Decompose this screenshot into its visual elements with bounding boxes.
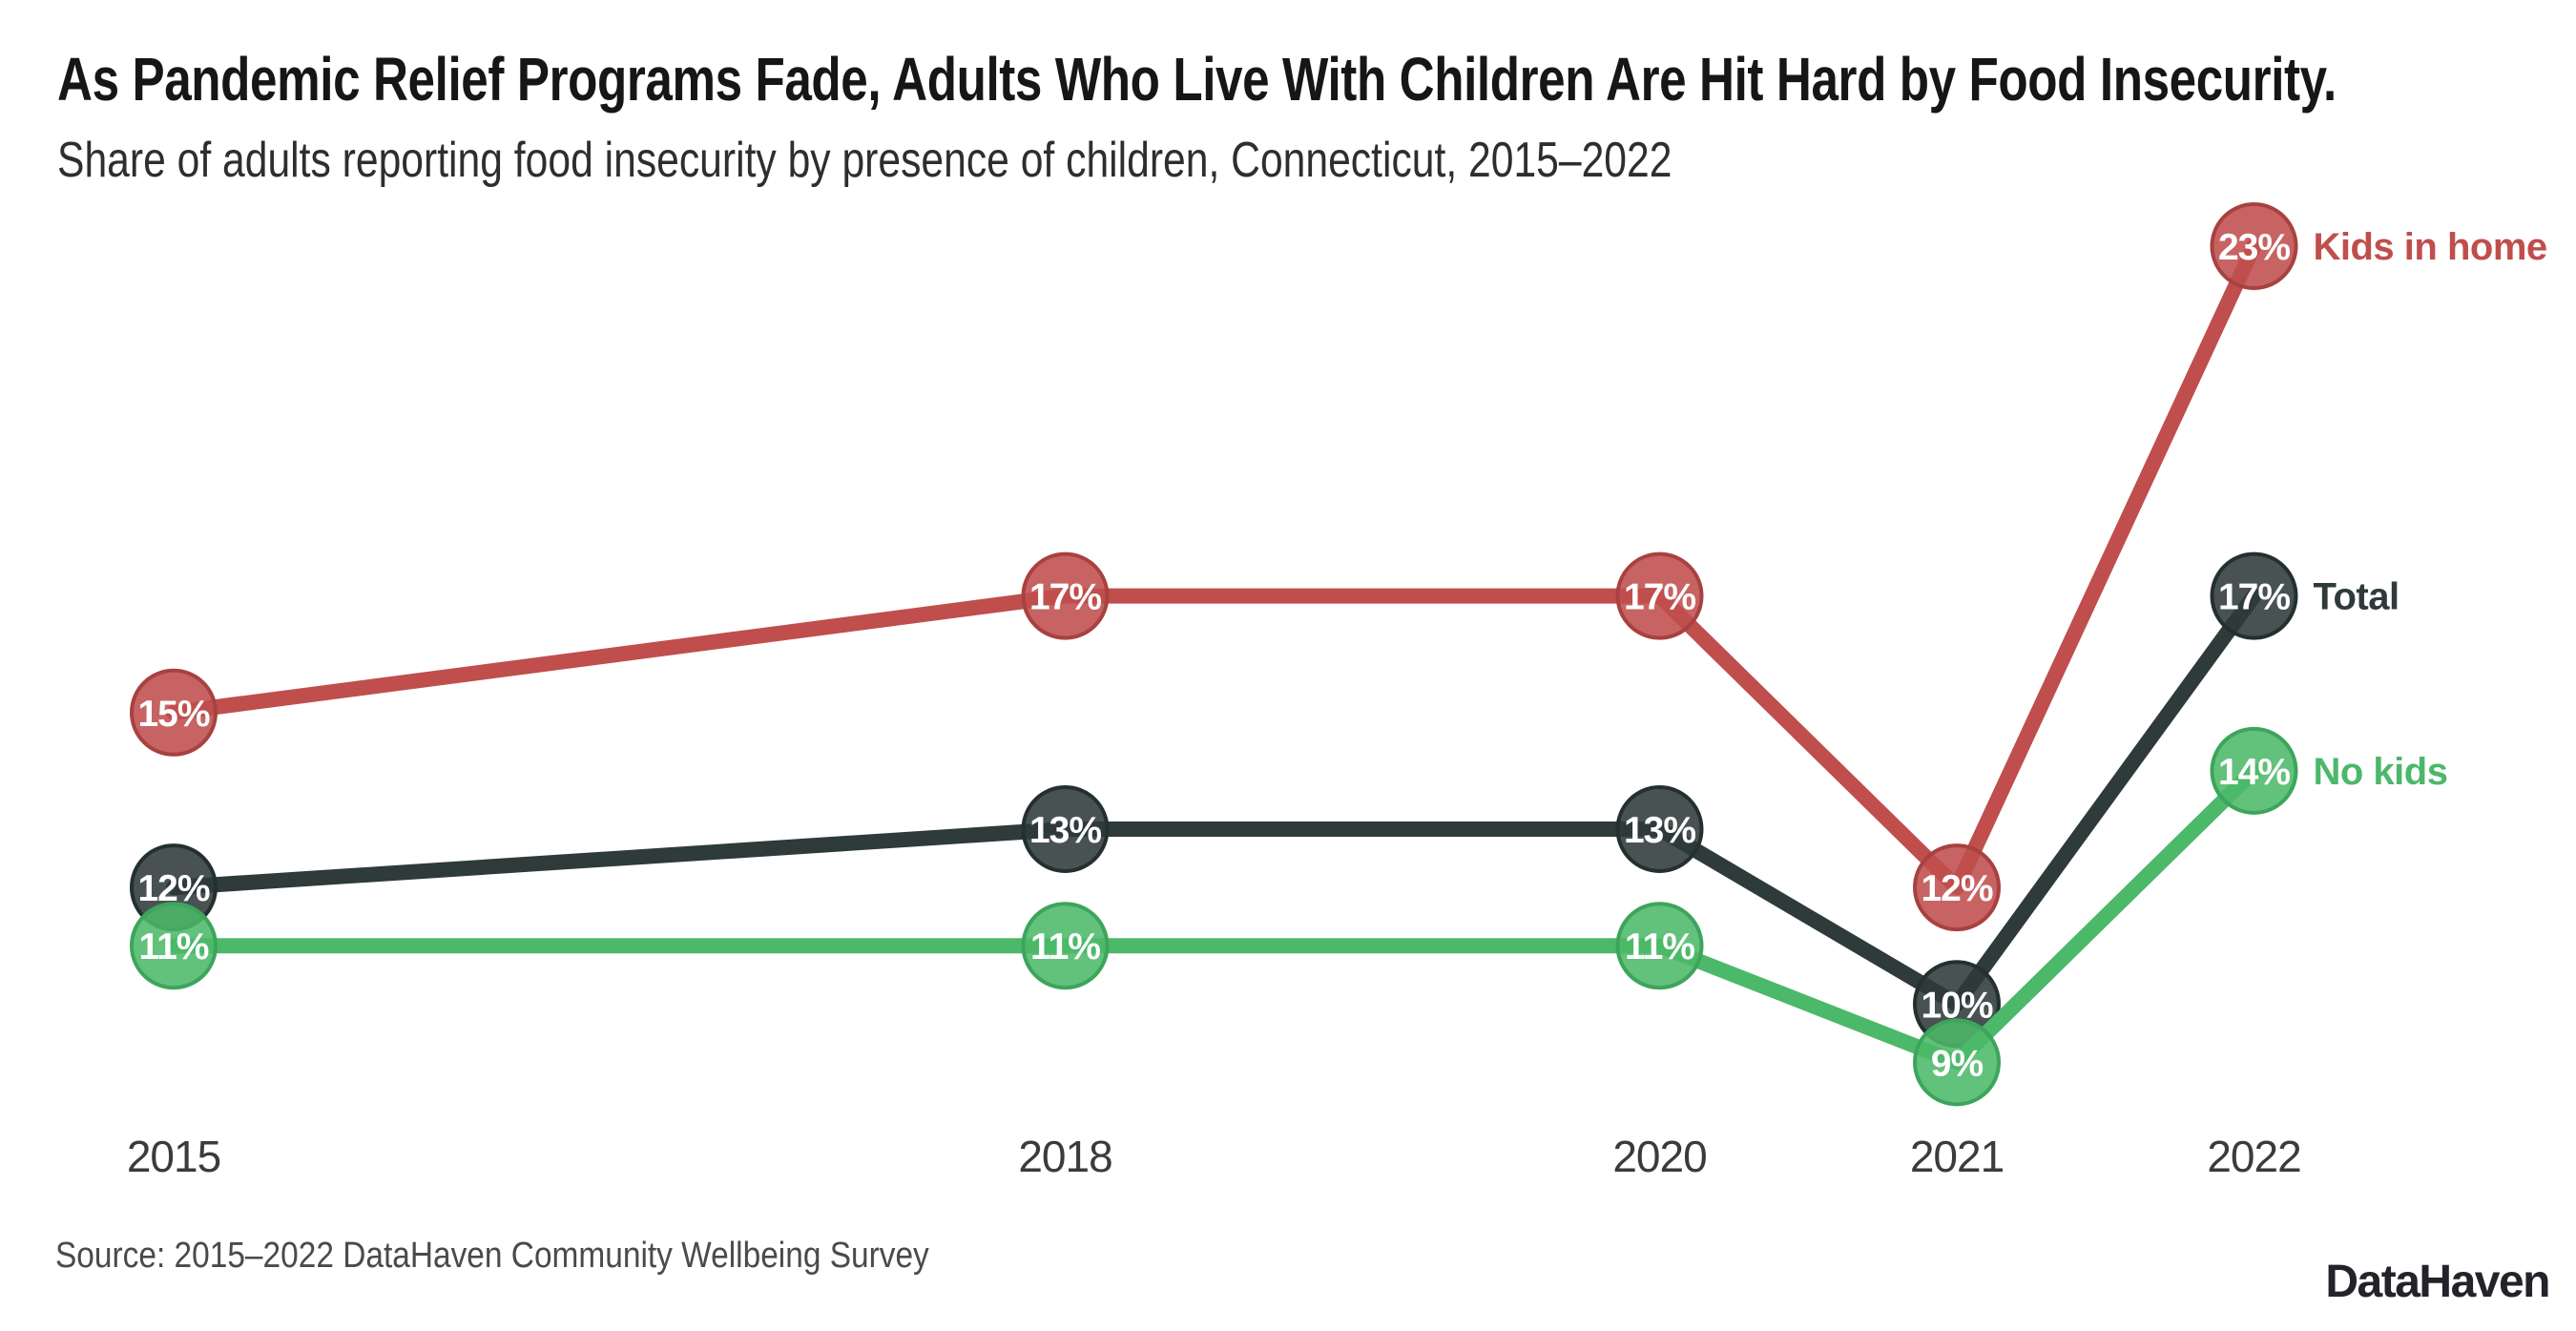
- data-point-marker: [130, 902, 218, 990]
- series-line-kids-in-home: [166, 239, 2262, 896]
- series-value-labels-total: 12% 13% 13% 10% 17%: [137, 577, 2291, 1027]
- data-point-value-label: 11%: [1625, 926, 1694, 967]
- x-axis-tick-label: 2018: [1018, 1132, 1111, 1181]
- data-point-value-label: 12%: [1921, 868, 1992, 909]
- data-point-value-label: 10%: [1921, 985, 1992, 1026]
- data-point-value-label: 14%: [2218, 752, 2290, 793]
- series-total: [130, 551, 2298, 1049]
- x-axis-tick-label: 2015: [127, 1132, 220, 1181]
- series-value-labels-no-kids: 11% 11% 11% 9% 14%: [139, 752, 2292, 1085]
- data-point-marker: [2210, 202, 2298, 290]
- data-point-value-label: 9%: [1931, 1043, 1984, 1084]
- chart-subtitle: Share of adults reporting food insecurit…: [57, 133, 1672, 188]
- data-point-marker: [1021, 902, 1110, 990]
- series-value-labels-kids-in-home: 15% 17% 17% 12% 23%: [137, 227, 2291, 909]
- data-point-value-label: 11%: [139, 926, 209, 967]
- data-point-marker: [130, 668, 218, 757]
- x-axis: 2015 2018 2020 2021 2022: [127, 1132, 2302, 1181]
- data-point-marker: [1615, 551, 1704, 640]
- series-end-label-total: Total: [2314, 576, 2399, 618]
- data-point-value-label: 13%: [1624, 810, 1695, 851]
- data-point-value-label: 17%: [1624, 577, 1695, 618]
- data-point-value-label: 11%: [1030, 926, 1100, 967]
- x-axis-tick-label: 2020: [1612, 1132, 1706, 1181]
- data-point-marker: [2210, 551, 2298, 640]
- data-point-marker: [1913, 843, 2001, 932]
- data-point-value-label: 17%: [2218, 577, 2290, 618]
- x-axis-tick-label: 2021: [1910, 1132, 2004, 1181]
- source-note: Source: 2015–2022 DataHaven Community We…: [55, 1236, 929, 1276]
- data-point-marker: [1913, 1018, 2001, 1107]
- series-end-label-kids-in-home: Kids in home: [2314, 226, 2547, 268]
- data-point-marker: [2210, 726, 2298, 815]
- series-end-label-no-kids: No kids: [2314, 751, 2448, 793]
- data-point-marker: [1021, 551, 1110, 640]
- data-point-marker: [1615, 902, 1704, 990]
- series-kids-in-home: [130, 202, 2298, 932]
- data-point-marker: [1615, 785, 1704, 873]
- data-point-value-label: 23%: [2218, 227, 2290, 268]
- data-point-value-label: 12%: [137, 868, 209, 909]
- data-point-value-label: 13%: [1029, 810, 1101, 851]
- data-point-marker: [1021, 785, 1110, 873]
- data-point-value-label: 15%: [137, 694, 209, 735]
- x-axis-tick-label: 2022: [2207, 1132, 2300, 1181]
- datahaven-logo: DataHaven: [2325, 1257, 2550, 1307]
- data-point-value-label: 17%: [1029, 577, 1101, 618]
- chart-title: As Pandemic Relief Programs Fade, Adults…: [57, 45, 2337, 114]
- series-no-kids: [130, 726, 2298, 1107]
